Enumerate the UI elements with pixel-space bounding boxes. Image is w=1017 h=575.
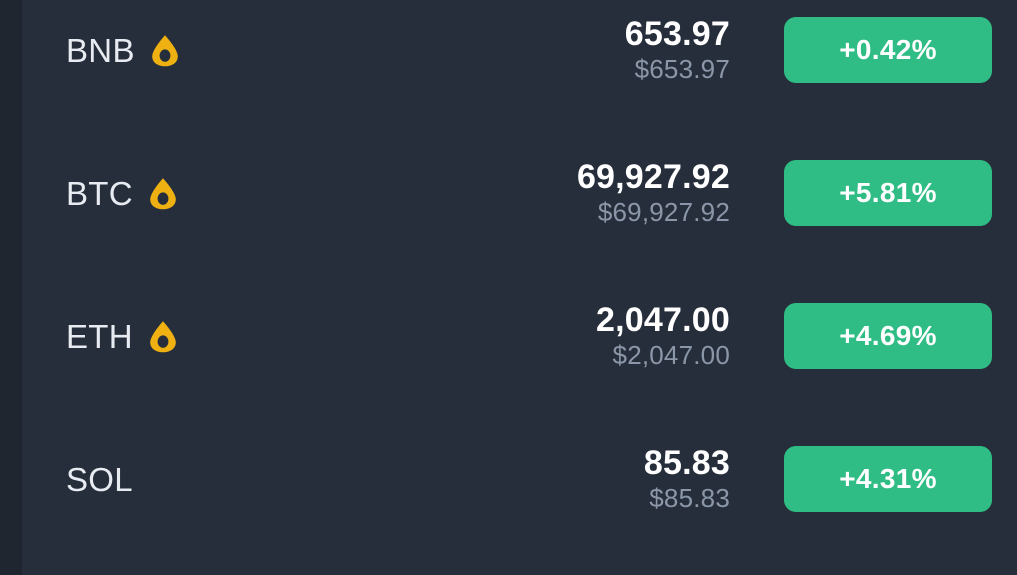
ticker-symbol: ETH bbox=[66, 317, 133, 355]
ticker-symbol: BTC bbox=[66, 174, 133, 212]
price-group: 85.83 $85.83 bbox=[644, 429, 730, 529]
change-percent: +0.42% bbox=[839, 34, 937, 65]
ticker-row[interactable]: BTC 69,927.92 $69,927.92 +5.81% bbox=[22, 143, 1017, 243]
ticker-row[interactable]: BNB 653.97 $653.97 +0.42% bbox=[22, 0, 1017, 100]
flame-icon bbox=[147, 176, 179, 210]
symbol-group: BNB bbox=[66, 0, 181, 100]
change-badge[interactable]: +4.69% bbox=[784, 303, 992, 369]
change-badge[interactable]: +0.42% bbox=[784, 17, 992, 83]
change-percent: +5.81% bbox=[839, 177, 937, 208]
price-group: 2,047.00 $2,047.00 bbox=[596, 286, 730, 386]
ticker-row[interactable]: ETH 2,047.00 $2,047.00 +4.69% bbox=[22, 286, 1017, 386]
change-badge[interactable]: +5.81% bbox=[784, 160, 992, 226]
ticker-list: BNB 653.97 $653.97 +0.42% BTC bbox=[22, 0, 1017, 575]
change-percent: +4.31% bbox=[839, 463, 937, 494]
price-group: 653.97 $653.97 bbox=[625, 0, 730, 100]
price-secondary: $85.83 bbox=[649, 482, 730, 513]
left-rail bbox=[0, 0, 22, 575]
symbol-group: BTC bbox=[66, 143, 179, 243]
change-badge[interactable]: +4.31% bbox=[784, 446, 992, 512]
price-secondary: $69,927.92 bbox=[597, 196, 730, 227]
change-percent: +4.69% bbox=[839, 320, 937, 351]
symbol-group: SOL bbox=[66, 429, 133, 529]
symbol-group: ETH bbox=[66, 286, 179, 386]
ticker-symbol: BNB bbox=[66, 31, 135, 69]
ticker-symbol: SOL bbox=[66, 460, 133, 498]
price-primary: 85.83 bbox=[643, 444, 730, 483]
flame-icon bbox=[147, 319, 179, 353]
price-secondary: $2,047.00 bbox=[612, 339, 730, 370]
ticker-row[interactable]: SOL 85.83 $85.83 +4.31% bbox=[22, 429, 1017, 529]
price-primary: 653.97 bbox=[624, 15, 730, 54]
price-primary: 2,047.00 bbox=[596, 301, 730, 340]
flame-icon bbox=[149, 33, 181, 67]
price-primary: 69,927.92 bbox=[576, 158, 730, 197]
price-secondary: $653.97 bbox=[634, 53, 730, 84]
price-group: 69,927.92 $69,927.92 bbox=[577, 143, 730, 243]
